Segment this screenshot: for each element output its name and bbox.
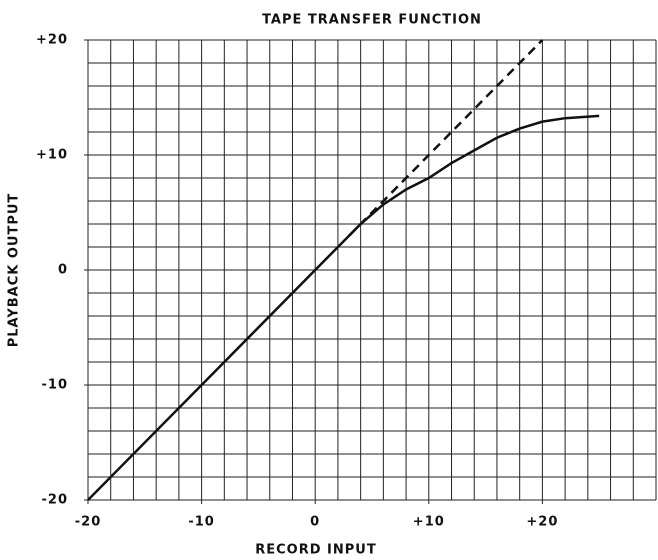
y-axis-label: PLAYBACK OUTPUT — [7, 193, 22, 348]
curve — [87, 114, 600, 501]
curve — [348, 39, 544, 237]
x-tick-label: -10 — [188, 515, 215, 530]
y-tick-label: +10 — [36, 148, 68, 163]
x-tick-label: 0 — [310, 515, 320, 530]
x-tick-label: +20 — [526, 515, 558, 530]
y-tick-label: -20 — [42, 493, 69, 508]
x-tick-label: -20 — [75, 515, 102, 530]
chart-title: TAPE TRANSFER FUNCTION — [262, 13, 482, 28]
x-axis-label: RECORD INPUT — [255, 543, 376, 558]
y-tick-label: -10 — [42, 378, 69, 393]
x-tick-label: +10 — [413, 515, 445, 530]
y-tick-label: +20 — [36, 33, 68, 48]
y-tick-label: 0 — [58, 263, 68, 278]
